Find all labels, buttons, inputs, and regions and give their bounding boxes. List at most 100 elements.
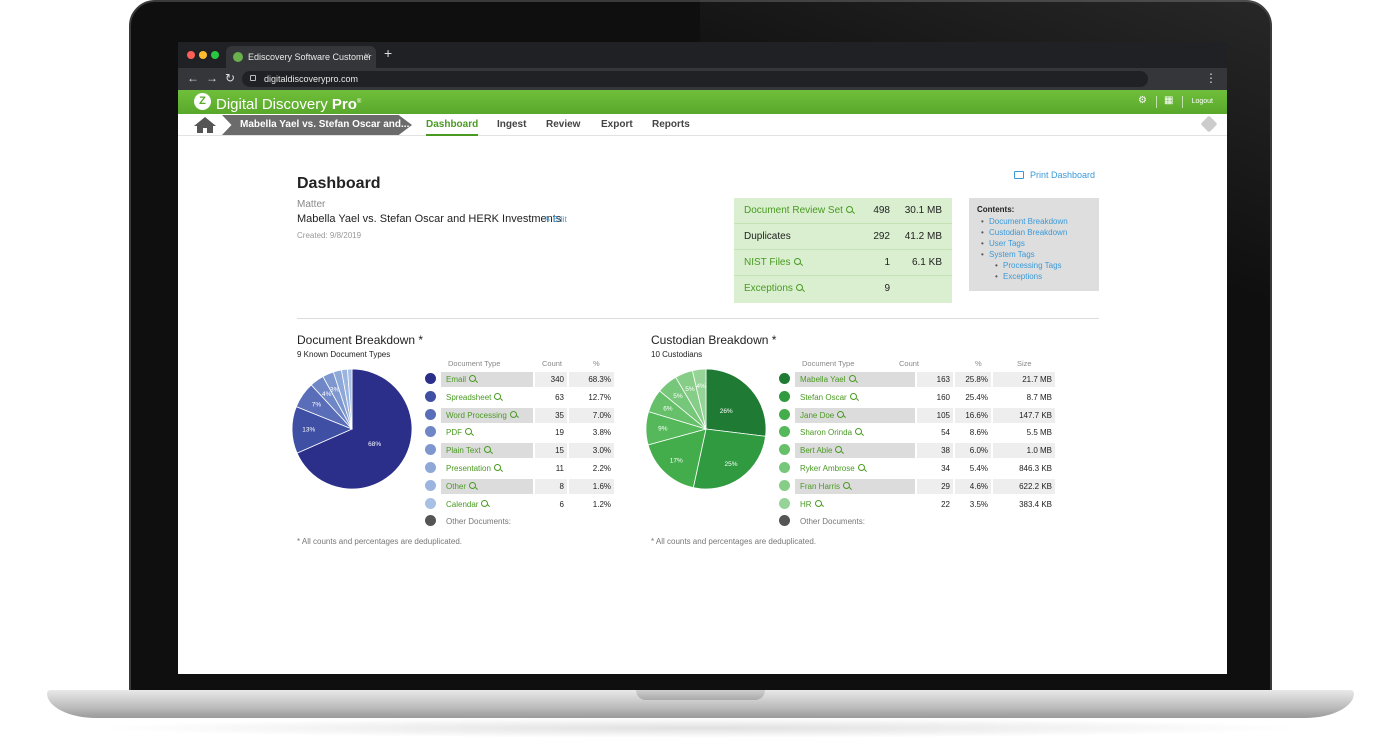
contents-link[interactable]: System Tags [977, 249, 1091, 260]
row-size: 846.3 KB [1019, 464, 1052, 473]
row-name-link[interactable]: Ryker Ambrose [795, 461, 915, 476]
minimize-window-icon[interactable] [199, 51, 207, 59]
table-row[interactable]: Presentation 11 2.2% [425, 460, 615, 477]
tab-export[interactable]: Export [601, 119, 633, 130]
legend-swatch [425, 426, 436, 438]
brand-logo[interactable]: Digital Discovery Pro® [216, 92, 361, 115]
tab-reports[interactable]: Reports [652, 119, 690, 130]
pie-slice[interactable] [705, 368, 767, 437]
stat-count: 498 [873, 205, 890, 216]
row-name-link[interactable]: Sharon Orinda [795, 425, 915, 440]
table-row[interactable]: Spreadsheet 63 12.7% [425, 389, 615, 406]
home-icon[interactable] [194, 117, 216, 133]
table-row[interactable]: Email 340 68.3% [425, 371, 615, 388]
row-name-link[interactable]: Bert Able [795, 443, 915, 459]
new-tab-button[interactable]: + [384, 45, 393, 61]
stat-row[interactable]: Document Review Set 498 30.1 MB [734, 198, 952, 224]
favicon-icon [233, 52, 243, 62]
settings-icon[interactable]: ⚙ [1138, 95, 1147, 106]
tab-dashboard[interactable]: Dashboard [426, 114, 479, 136]
row-percent: 25.4% [965, 392, 988, 402]
table-row[interactable]: Plain Text 15 3.0% [425, 442, 615, 459]
stat-row[interactable]: Exceptions 9 [734, 276, 952, 302]
contents-link[interactable]: Document Breakdown [977, 216, 1091, 227]
table-row[interactable]: HR 22 3.5% 383.4 KB [779, 496, 1055, 513]
row-name-link[interactable]: Mabella Yael [795, 372, 915, 387]
table-row[interactable]: Sharon Orinda 54 8.6% 5.5 MB [779, 424, 1055, 441]
pie-slice[interactable] [647, 428, 707, 489]
row-name-link[interactable]: Calendar [441, 497, 533, 512]
table-row[interactable]: Mabella Yael 163 25.8% 21.7 MB [779, 371, 1055, 388]
contents-sublink[interactable]: Exceptions [977, 271, 1091, 282]
row-percent: 68.3% [569, 372, 614, 387]
tab-ingest[interactable]: Ingest [497, 119, 527, 130]
contents-link[interactable]: User Tags [977, 238, 1091, 249]
row-count: 34 [941, 464, 950, 473]
breadcrumb[interactable]: Mabella Yael vs. Stefan Oscar and... [222, 115, 412, 135]
stat-row[interactable]: NIST Files 1 6.1 KB [734, 250, 952, 276]
close-window-icon[interactable] [187, 51, 195, 59]
row-count: 105 [917, 407, 953, 423]
logout-link[interactable]: Logout [1191, 98, 1213, 105]
header-divider [1182, 96, 1183, 108]
edit-link[interactable]: ✎ Edit [544, 215, 567, 224]
search-icon [465, 428, 472, 436]
table-row[interactable]: PDF 19 3.8% [425, 424, 615, 441]
address-bar[interactable]: digitaldiscoverypro.com [242, 71, 1148, 87]
row-count: 8 [535, 478, 567, 494]
row-percent: 3.8% [592, 428, 611, 438]
row-name-text: Plain Text [446, 446, 481, 456]
contents-sublink[interactable]: Processing Tags [977, 260, 1091, 271]
table-row[interactable]: Word Processing 35 7.0% [425, 407, 615, 424]
row-name-link[interactable]: Stefan Oscar [795, 390, 915, 405]
table-row[interactable]: Jane Doe 105 16.6% 147.7 KB [779, 407, 1055, 424]
row-name-link[interactable]: Email [441, 372, 533, 387]
contents-link[interactable]: Custodian Breakdown [977, 227, 1091, 238]
browser-tab[interactable]: Ediscovery Software Customer × [226, 46, 376, 68]
table-row[interactable]: Bert Able 38 6.0% 1.0 MB [779, 442, 1055, 459]
tab-close-icon[interactable]: × [364, 51, 370, 62]
row-name-text: Fran Harris [800, 481, 841, 491]
print-dashboard-link[interactable]: Print Dashboard [1014, 170, 1095, 180]
stat-count: 9 [884, 283, 890, 294]
legend-swatch [779, 515, 790, 527]
row-name-link[interactable]: Presentation [441, 461, 533, 476]
row-name-link[interactable]: HR [795, 497, 915, 512]
search-icon [848, 375, 856, 382]
pie-slice[interactable] [347, 368, 353, 430]
url-text: digitaldiscoverypro.com [264, 74, 359, 84]
row-percent: 16.6% [955, 407, 991, 423]
row-name-link[interactable]: Plain Text [441, 443, 533, 459]
row-size: 383.4 KB [1019, 499, 1052, 509]
reload-button[interactable]: ↻ [225, 71, 236, 85]
forward-button[interactable]: → [206, 71, 218, 85]
browser-menu-button[interactable]: ⋮ [1205, 71, 1217, 85]
tag-icon[interactable] [1200, 115, 1218, 133]
row-count: 160 [936, 392, 950, 402]
tab-review[interactable]: Review [546, 119, 581, 130]
maximize-window-icon[interactable] [211, 51, 219, 59]
logo-icon: Z [194, 93, 211, 110]
row-name-link[interactable]: Jane Doe [795, 407, 915, 423]
pie-slice[interactable] [691, 368, 707, 430]
table-row[interactable]: Fran Harris 29 4.6% 622.2 KB [779, 478, 1055, 495]
table-row[interactable]: Other 8 1.6% [425, 478, 615, 495]
row-name-link[interactable]: PDF [441, 425, 533, 440]
pie-slice[interactable] [692, 428, 767, 490]
back-button[interactable]: ← [187, 71, 199, 85]
row-count: 19 [555, 428, 564, 438]
browser-toolbar: ← → ↻ digitaldiscoverypro.com ⋮ [178, 68, 1227, 90]
table-row[interactable]: Stefan Oscar 160 25.4% 8.7 MB [779, 389, 1055, 406]
row-name-link[interactable]: Fran Harris [795, 478, 915, 494]
created-date: Created: 9/8/2019 [297, 231, 362, 240]
row-name-link[interactable]: Word Processing [441, 407, 533, 423]
pie-label: 6% [663, 406, 673, 413]
table-row[interactable]: Ryker Ambrose 34 5.4% 846.3 KB [779, 460, 1055, 477]
apps-grid-icon[interactable]: ▦ [1164, 95, 1174, 106]
table-row[interactable]: Calendar 6 1.2% [425, 496, 615, 513]
pie-slice[interactable] [296, 368, 413, 490]
row-name-link[interactable]: Spreadsheet [441, 390, 533, 405]
row-name-link[interactable]: Other [441, 478, 533, 494]
search-icon [837, 410, 845, 418]
stats-panel: Document Review Set 498 30.1 MB Duplicat… [734, 198, 952, 303]
